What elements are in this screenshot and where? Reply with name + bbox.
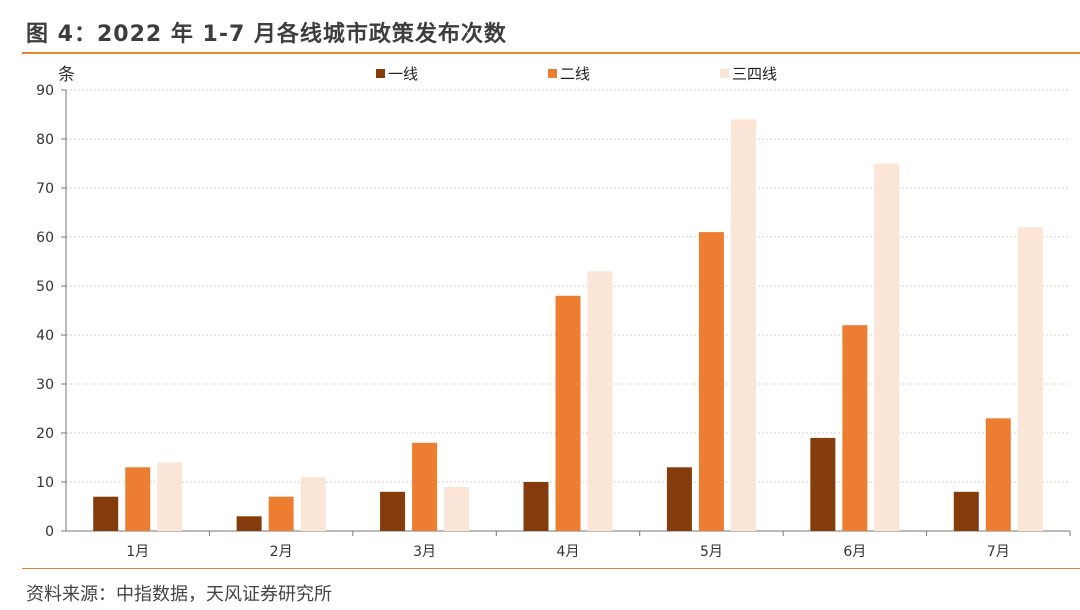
bar-3-7 bbox=[1017, 227, 1043, 531]
bar-2-6 bbox=[842, 325, 868, 531]
bar-1-1 bbox=[93, 496, 119, 531]
y-tick-label: 40 bbox=[36, 328, 54, 344]
bar-1-6 bbox=[810, 437, 836, 531]
y-tick-label: 80 bbox=[36, 132, 54, 148]
bar-3-2 bbox=[300, 477, 326, 531]
bar-1-5 bbox=[666, 467, 692, 531]
x-tick-label: 7月 bbox=[987, 544, 1010, 560]
bar-1-2 bbox=[236, 516, 262, 531]
legend-label: 一线 bbox=[388, 65, 418, 83]
bar-2-4 bbox=[555, 295, 581, 531]
y-tick-label: 10 bbox=[36, 475, 54, 491]
legend-swatch bbox=[376, 69, 385, 78]
bar-3-5 bbox=[730, 119, 756, 532]
bar-2-1 bbox=[125, 467, 151, 531]
bar-1-7 bbox=[953, 491, 979, 531]
bar-3-4 bbox=[587, 271, 613, 531]
x-tick-label: 2月 bbox=[270, 544, 293, 560]
y-axis-unit-label: 条 bbox=[58, 65, 75, 85]
bar-2-5 bbox=[698, 232, 724, 531]
bar-1-4 bbox=[523, 482, 549, 531]
legend-label: 二线 bbox=[560, 65, 590, 83]
y-tick-label: 0 bbox=[45, 524, 54, 540]
bar-2-3 bbox=[412, 442, 438, 531]
y-tick-label: 60 bbox=[36, 230, 54, 246]
y-tick-label: 30 bbox=[36, 377, 54, 393]
bars bbox=[93, 119, 1043, 532]
bar-3-1 bbox=[157, 462, 183, 531]
legend: 一线 二线 三四线 bbox=[376, 65, 777, 83]
x-tick-label: 1月 bbox=[126, 544, 149, 560]
tick-labels: 0 10 20 30 40 50 60 70 80 90条 1月 2月 3月 4月 5月 6月 7月 bbox=[36, 65, 1010, 560]
bar-3-6 bbox=[874, 163, 900, 531]
x-tick-label: 6月 bbox=[843, 544, 866, 560]
source-note: 资料来源：中指数据，天风证券研究所 bbox=[26, 584, 332, 605]
bar-3-3 bbox=[444, 486, 470, 531]
bar-chart: 0 10 20 30 40 50 60 70 80 90条 1月 2月 3月 4月 5月 6月 7月 一线 二线 三… bbox=[36, 65, 1071, 560]
y-tick-label: 70 bbox=[36, 181, 54, 197]
x-tick-label: 3月 bbox=[413, 544, 436, 560]
title-divider bbox=[22, 52, 1080, 54]
x-tick-label: 4月 bbox=[557, 544, 580, 560]
bar-1-3 bbox=[380, 491, 406, 531]
x-tick-label: 5月 bbox=[700, 544, 723, 560]
legend-swatch bbox=[720, 69, 729, 78]
legend-label: 三四线 bbox=[732, 65, 777, 83]
y-tick-label: 50 bbox=[36, 279, 54, 295]
source-divider bbox=[22, 568, 1080, 569]
legend-swatch bbox=[548, 69, 557, 78]
bar-2-2 bbox=[268, 496, 294, 531]
bar-2-7 bbox=[985, 418, 1011, 531]
y-tick-label: 90 bbox=[36, 83, 54, 99]
y-tick-label: 20 bbox=[36, 426, 54, 442]
figure-title: 图 4：2022 年 1-7 月各线城市政策发布次数 bbox=[26, 22, 507, 47]
